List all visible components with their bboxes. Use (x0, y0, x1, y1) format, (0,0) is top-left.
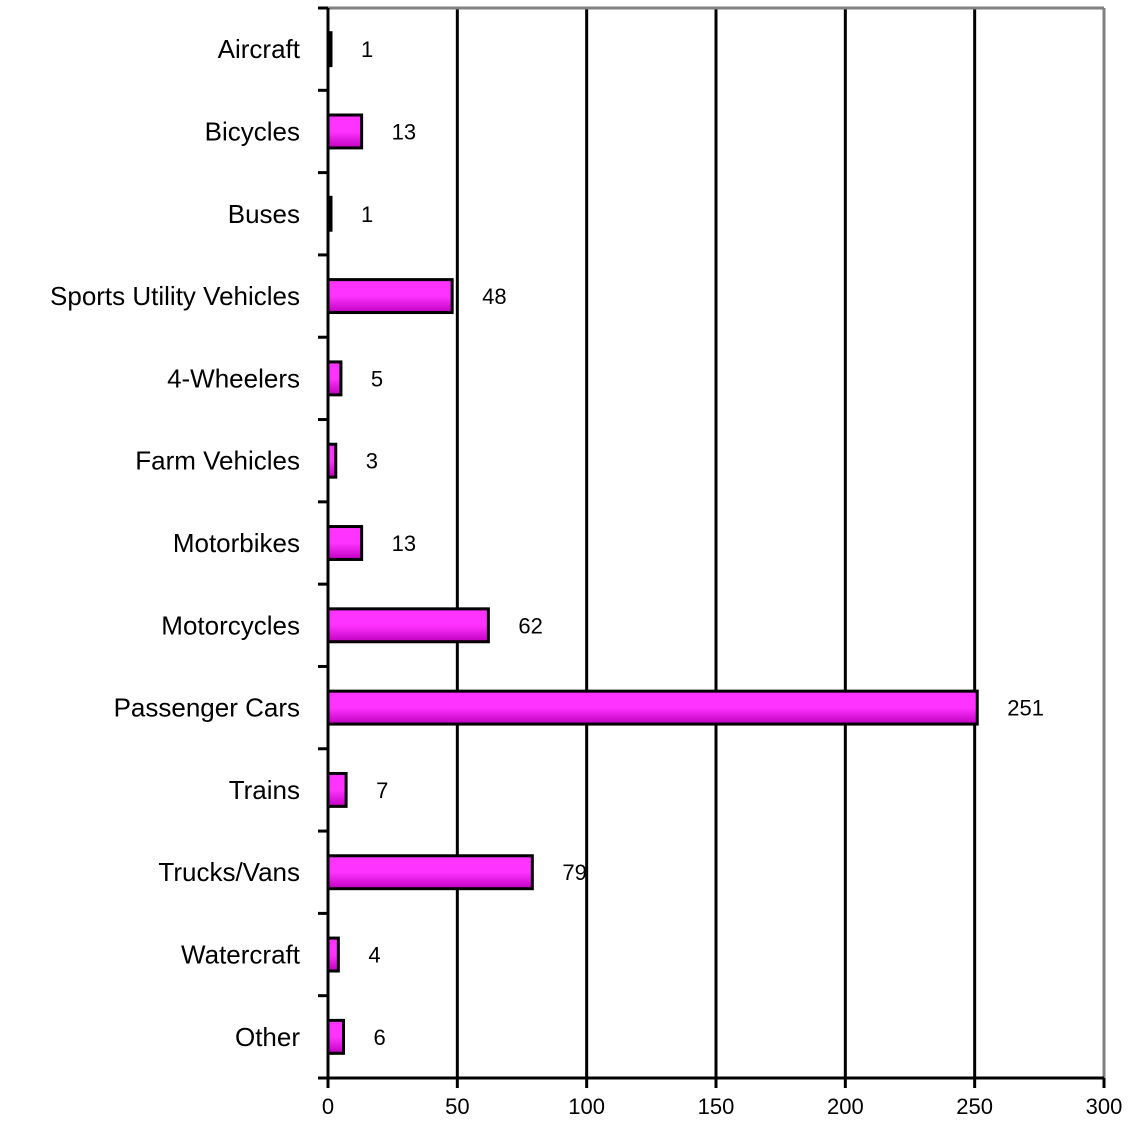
category-label: 4-Wheelers (167, 363, 300, 393)
data-label: 251 (1007, 696, 1044, 721)
x-tick-labels: 0 50 100 150 200 250 300 (322, 1094, 1122, 1119)
category-label: Aircraft (218, 34, 301, 64)
data-label: 48 (482, 284, 506, 309)
bar-watercraft (326, 936, 340, 973)
bar-motorcycles (326, 607, 490, 644)
plot-frame (328, 6, 1106, 1078)
category-label: Motorcycles (161, 610, 300, 640)
data-label: 5 (371, 366, 383, 391)
x-tick-label: 300 (1086, 1094, 1123, 1119)
category-label: Trains (229, 775, 300, 805)
data-label: 7 (376, 778, 388, 803)
bars (326, 31, 979, 1055)
category-label: Bicycles (205, 116, 300, 146)
data-label: 62 (518, 613, 542, 638)
data-label: 1 (361, 37, 373, 62)
bar-trucks-vans (326, 854, 534, 891)
data-label: 1 (361, 202, 373, 227)
bar-4-wheelers (326, 360, 343, 397)
category-label: Motorbikes (173, 528, 300, 558)
x-tick-label: 100 (568, 1094, 605, 1119)
category-label: Buses (228, 199, 300, 229)
x-tick-label: 150 (698, 1094, 735, 1119)
bar-bicycles (326, 113, 364, 150)
data-label: 79 (562, 860, 586, 885)
data-label: 13 (392, 119, 416, 144)
data-label: 13 (392, 531, 416, 556)
category-label: Trucks/Vans (158, 857, 300, 887)
data-label: 4 (368, 943, 380, 968)
category-labels: Aircraft Bicycles Buses Sports Utility Vehi… (50, 34, 301, 1052)
x-tick-label: 0 (322, 1094, 334, 1119)
category-label: Sports Utility Vehicles (50, 281, 300, 311)
category-label: Watercraft (181, 940, 301, 970)
category-label: Other (235, 1022, 300, 1052)
bar-motorbikes (326, 525, 364, 561)
data-labels: 1 13 1 48 5 3 13 62 251 7 79 4 6 (361, 37, 1044, 1050)
axes (318, 6, 1106, 1088)
bar-trains (326, 771, 348, 808)
x-tick-label: 200 (827, 1094, 864, 1119)
bar-sports-utility-vehicles (326, 278, 454, 315)
x-tick-label: 250 (956, 1094, 993, 1119)
bar-other (326, 1018, 346, 1055)
data-label: 3 (366, 449, 378, 474)
category-label: Passenger Cars (114, 693, 300, 723)
bar-passenger-cars (326, 689, 979, 726)
gridlines (455, 8, 977, 1078)
category-label: Farm Vehicles (135, 446, 300, 476)
x-tick-label: 50 (445, 1094, 469, 1119)
data-label: 6 (374, 1025, 386, 1050)
